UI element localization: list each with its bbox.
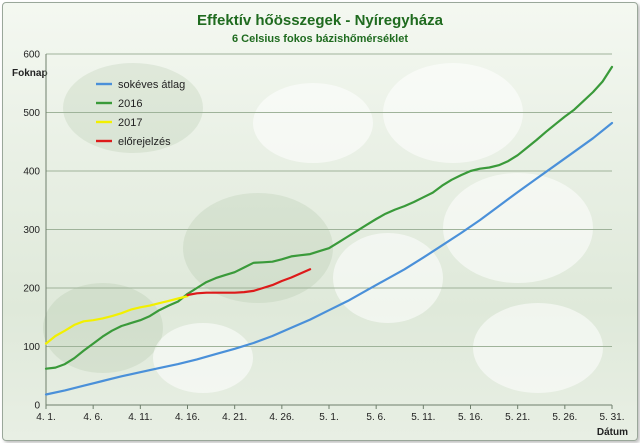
x-tick-label: 4. 16. xyxy=(175,412,200,423)
series-line xyxy=(186,268,312,297)
x-tick-label: 5. 11. xyxy=(411,412,435,423)
x-axis-label: Dátum xyxy=(596,427,628,438)
chart-subtitle: 6 Celsius fokos bázishőmérséklet xyxy=(231,33,409,45)
x-tick-label: 5. 6. xyxy=(366,412,385,423)
x-tick-label: 4. 11. xyxy=(128,412,152,423)
background-flower xyxy=(253,83,373,163)
background-leaf xyxy=(43,283,163,373)
y-tick-label: 600 xyxy=(23,50,40,61)
x-tick-label: 5. 21. xyxy=(505,412,530,423)
x-tick-label: 4. 21. xyxy=(222,412,247,423)
y-tick-label: 100 xyxy=(23,342,40,353)
series-line xyxy=(44,295,189,345)
y-tick-label: 500 xyxy=(23,108,40,119)
x-tick-label: 5. 31. xyxy=(599,412,624,423)
background-leaf xyxy=(63,63,203,153)
series-line xyxy=(44,65,614,370)
y-tick-label: 0 xyxy=(34,401,40,412)
chart-title: Effektív hőösszegek - Nyíregyháza xyxy=(197,12,443,29)
x-tick-label: 4. 1. xyxy=(36,412,55,423)
legend-label: sokéves átlag xyxy=(118,79,185,91)
y-tick-label: 200 xyxy=(23,284,40,295)
x-tick-label: 5. 16. xyxy=(458,412,483,423)
y-tick-label: 400 xyxy=(23,167,40,178)
legend-label: 2017 xyxy=(118,117,142,129)
y-tick-label: 300 xyxy=(23,225,40,236)
x-tick-label: 5. 1. xyxy=(319,412,338,423)
x-tick-label: 4. 6. xyxy=(83,412,102,423)
legend-label: előrejelzés xyxy=(118,136,171,148)
y-axis-label: Foknap xyxy=(12,68,48,79)
x-tick-label: 5. 26. xyxy=(552,412,577,423)
background-flower xyxy=(473,303,603,393)
x-tick-label: 4. 26. xyxy=(269,412,294,423)
series-line xyxy=(44,121,614,396)
legend-label: 2016 xyxy=(118,98,142,110)
background-leaf xyxy=(183,193,333,303)
